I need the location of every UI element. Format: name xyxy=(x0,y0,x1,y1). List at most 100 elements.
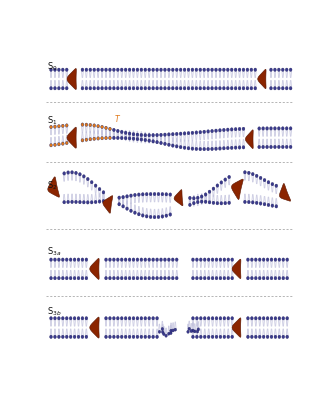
Circle shape xyxy=(132,87,135,90)
Circle shape xyxy=(289,68,292,71)
Circle shape xyxy=(211,68,214,71)
Circle shape xyxy=(254,317,257,320)
Circle shape xyxy=(156,87,159,90)
Circle shape xyxy=(274,258,277,261)
Circle shape xyxy=(277,127,280,130)
Circle shape xyxy=(230,128,233,131)
Circle shape xyxy=(160,68,163,71)
Circle shape xyxy=(215,87,217,90)
Circle shape xyxy=(120,130,123,134)
Circle shape xyxy=(199,317,202,320)
Circle shape xyxy=(61,142,64,145)
Polygon shape xyxy=(90,258,99,279)
Circle shape xyxy=(86,177,89,181)
Circle shape xyxy=(136,335,139,338)
Circle shape xyxy=(231,258,233,261)
Circle shape xyxy=(137,193,140,196)
Circle shape xyxy=(281,127,284,130)
Circle shape xyxy=(132,258,135,261)
Text: T: T xyxy=(114,115,119,124)
Circle shape xyxy=(208,190,211,193)
Circle shape xyxy=(129,194,132,197)
Circle shape xyxy=(175,145,178,148)
Circle shape xyxy=(136,87,139,90)
Circle shape xyxy=(271,182,274,186)
Circle shape xyxy=(289,145,292,149)
Circle shape xyxy=(183,87,186,90)
Circle shape xyxy=(98,200,101,203)
Circle shape xyxy=(278,276,281,280)
Circle shape xyxy=(109,136,111,140)
Circle shape xyxy=(211,276,214,280)
Circle shape xyxy=(112,258,115,261)
Circle shape xyxy=(112,68,115,71)
Circle shape xyxy=(144,134,147,137)
Circle shape xyxy=(224,201,227,205)
Circle shape xyxy=(120,136,123,140)
Circle shape xyxy=(128,137,131,140)
Circle shape xyxy=(160,141,163,145)
Circle shape xyxy=(118,203,121,206)
Circle shape xyxy=(172,329,174,332)
Circle shape xyxy=(136,133,139,136)
Circle shape xyxy=(199,258,202,261)
Circle shape xyxy=(54,68,56,71)
Circle shape xyxy=(65,335,68,338)
Circle shape xyxy=(207,130,210,133)
Circle shape xyxy=(105,258,107,261)
Circle shape xyxy=(50,258,52,261)
Circle shape xyxy=(234,87,237,90)
Circle shape xyxy=(242,146,245,149)
Circle shape xyxy=(218,87,221,90)
Circle shape xyxy=(160,258,163,261)
Circle shape xyxy=(250,335,253,338)
Circle shape xyxy=(116,335,119,338)
Circle shape xyxy=(129,209,132,213)
Circle shape xyxy=(140,138,143,141)
Circle shape xyxy=(203,276,206,280)
Circle shape xyxy=(144,317,147,320)
Circle shape xyxy=(262,258,265,261)
Circle shape xyxy=(112,136,115,140)
Circle shape xyxy=(227,276,230,280)
Circle shape xyxy=(132,276,135,280)
Circle shape xyxy=(50,87,52,90)
Circle shape xyxy=(164,276,166,280)
Circle shape xyxy=(258,145,261,149)
Circle shape xyxy=(270,258,273,261)
Circle shape xyxy=(132,317,135,320)
Circle shape xyxy=(93,87,95,90)
Circle shape xyxy=(183,146,186,150)
Circle shape xyxy=(65,141,68,145)
Circle shape xyxy=(203,317,206,320)
Circle shape xyxy=(254,335,257,338)
Circle shape xyxy=(250,87,253,90)
Circle shape xyxy=(199,87,202,90)
Circle shape xyxy=(211,258,214,261)
Circle shape xyxy=(258,317,261,320)
Circle shape xyxy=(270,335,273,338)
Circle shape xyxy=(171,276,174,280)
Circle shape xyxy=(234,68,237,71)
Circle shape xyxy=(282,317,285,320)
Circle shape xyxy=(128,132,131,135)
Circle shape xyxy=(77,335,80,338)
Circle shape xyxy=(61,258,64,261)
Circle shape xyxy=(183,68,186,71)
Circle shape xyxy=(148,317,151,320)
Circle shape xyxy=(222,68,225,71)
Circle shape xyxy=(109,317,111,320)
Circle shape xyxy=(196,200,199,204)
Polygon shape xyxy=(232,179,243,199)
Circle shape xyxy=(85,68,88,71)
Circle shape xyxy=(215,317,218,320)
Circle shape xyxy=(124,131,127,134)
Circle shape xyxy=(128,258,131,261)
Circle shape xyxy=(238,127,241,131)
Circle shape xyxy=(267,180,270,184)
Circle shape xyxy=(148,335,151,338)
Circle shape xyxy=(278,258,281,261)
Circle shape xyxy=(109,127,111,131)
Circle shape xyxy=(259,176,262,180)
Circle shape xyxy=(187,146,190,150)
